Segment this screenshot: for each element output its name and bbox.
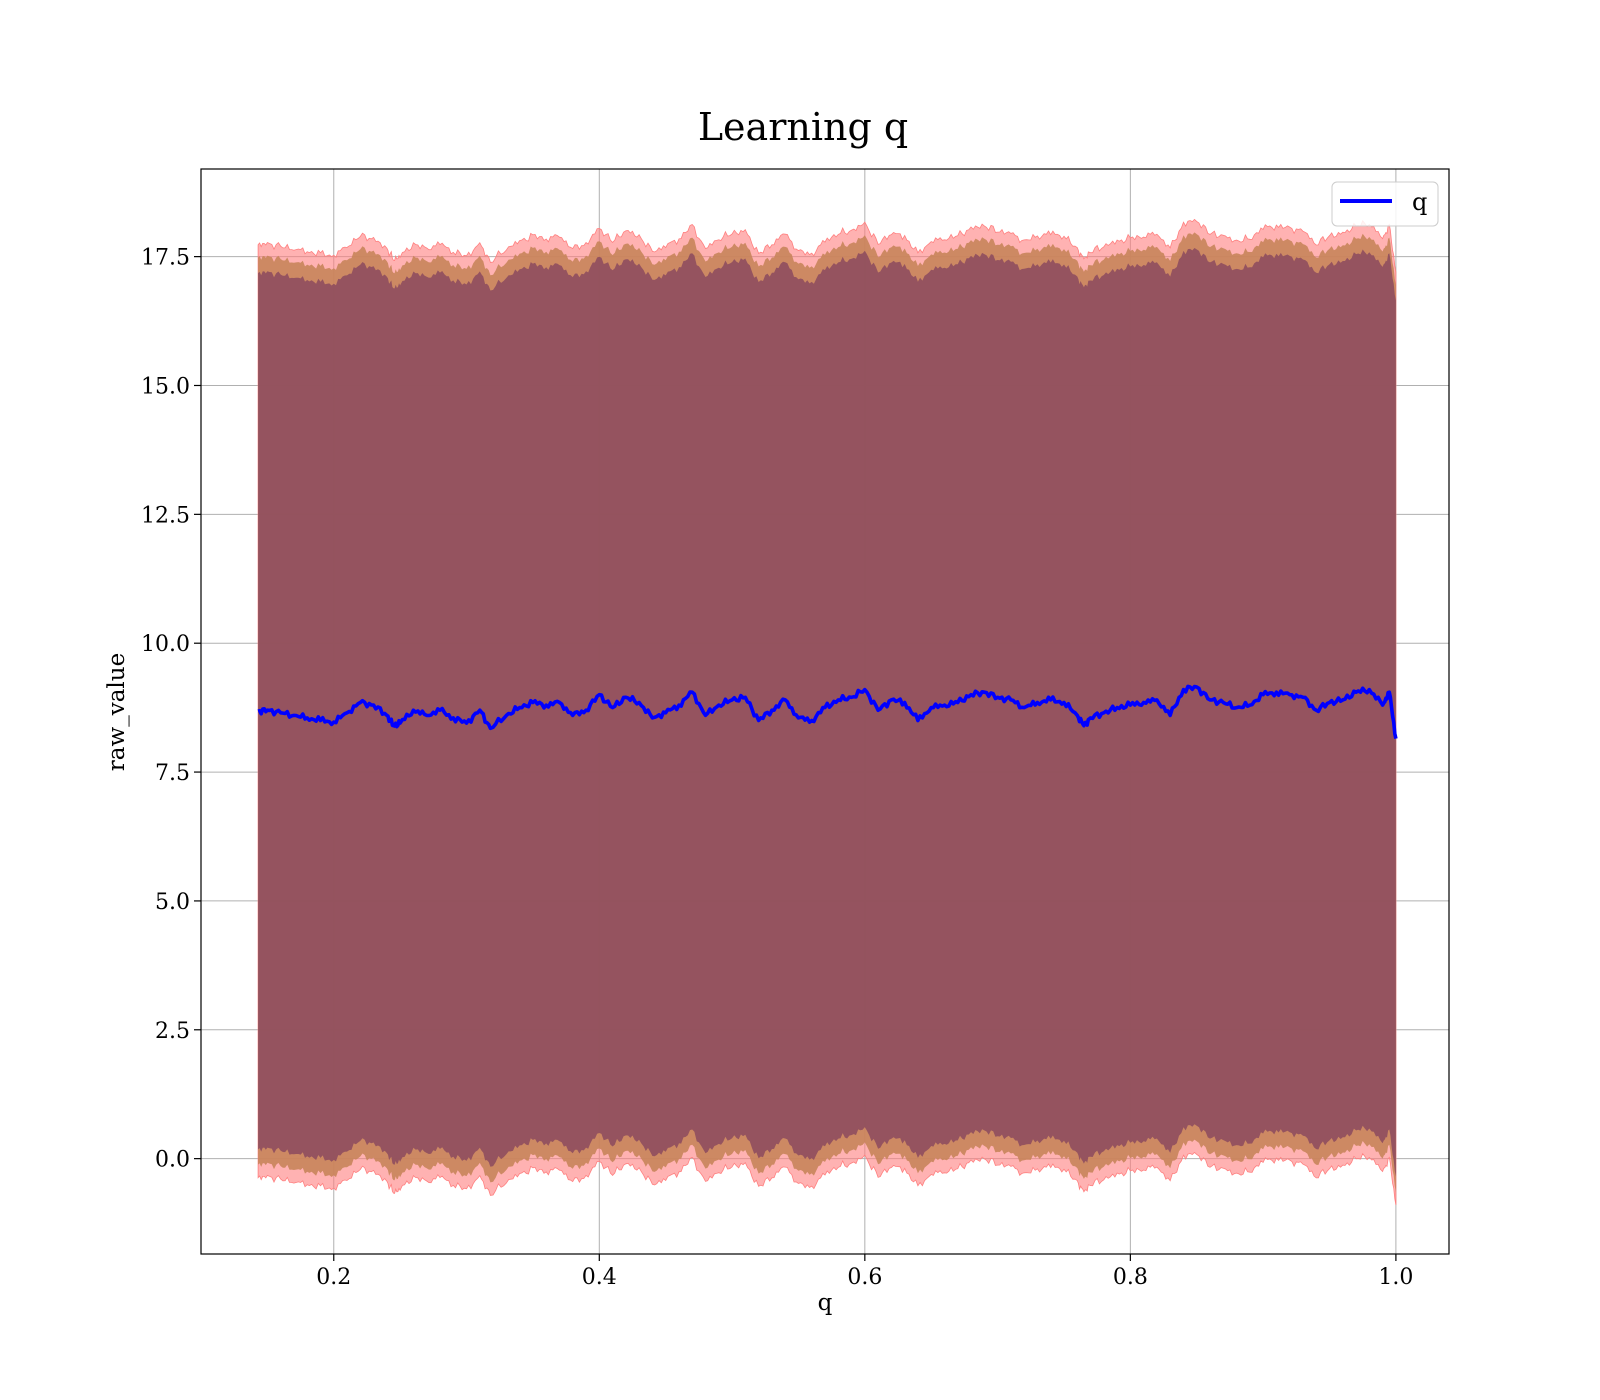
legend-box <box>1331 181 1439 227</box>
x-tick-label: 0.2 <box>316 1265 351 1290</box>
series-line-q <box>257 684 1398 739</box>
series-lines <box>257 684 1398 739</box>
y-tick-label: 12.5 <box>141 503 190 528</box>
y-tick-label: 2.5 <box>155 1019 190 1044</box>
x-tick-label: 0.8 <box>1113 1265 1148 1290</box>
y-tick-label: 5.0 <box>155 890 190 915</box>
legend: q <box>1331 181 1439 227</box>
y-axis-ticks: 0.0 2.5 5.0 7.5 10.0 12.5 15.0 17.5 <box>141 246 201 1173</box>
x-tick-label: 1.0 <box>1378 1265 1413 1290</box>
y-tick-label: 15.0 <box>141 374 190 399</box>
chart-title: Learning q <box>698 105 908 149</box>
band-inner <box>258 248 1396 1177</box>
x-tick-label: 0.4 <box>582 1265 617 1290</box>
x-tick-label: 0.6 <box>847 1265 882 1290</box>
x-axis-ticks: 0.2 0.4 0.6 0.8 1.0 <box>316 1254 1413 1290</box>
y-tick-label: 7.5 <box>155 761 190 786</box>
legend-label-q: q <box>1412 188 1427 216</box>
y-tick-label: 10.0 <box>141 632 190 657</box>
plot-frame <box>200 168 1450 1255</box>
x-axis-label: q <box>818 1290 833 1316</box>
y-tick-label: 0.0 <box>155 1148 190 1173</box>
y-axis-label: raw_value <box>104 653 130 771</box>
confidence-bands <box>257 218 1397 1205</box>
y-tick-label: 17.5 <box>141 246 190 271</box>
